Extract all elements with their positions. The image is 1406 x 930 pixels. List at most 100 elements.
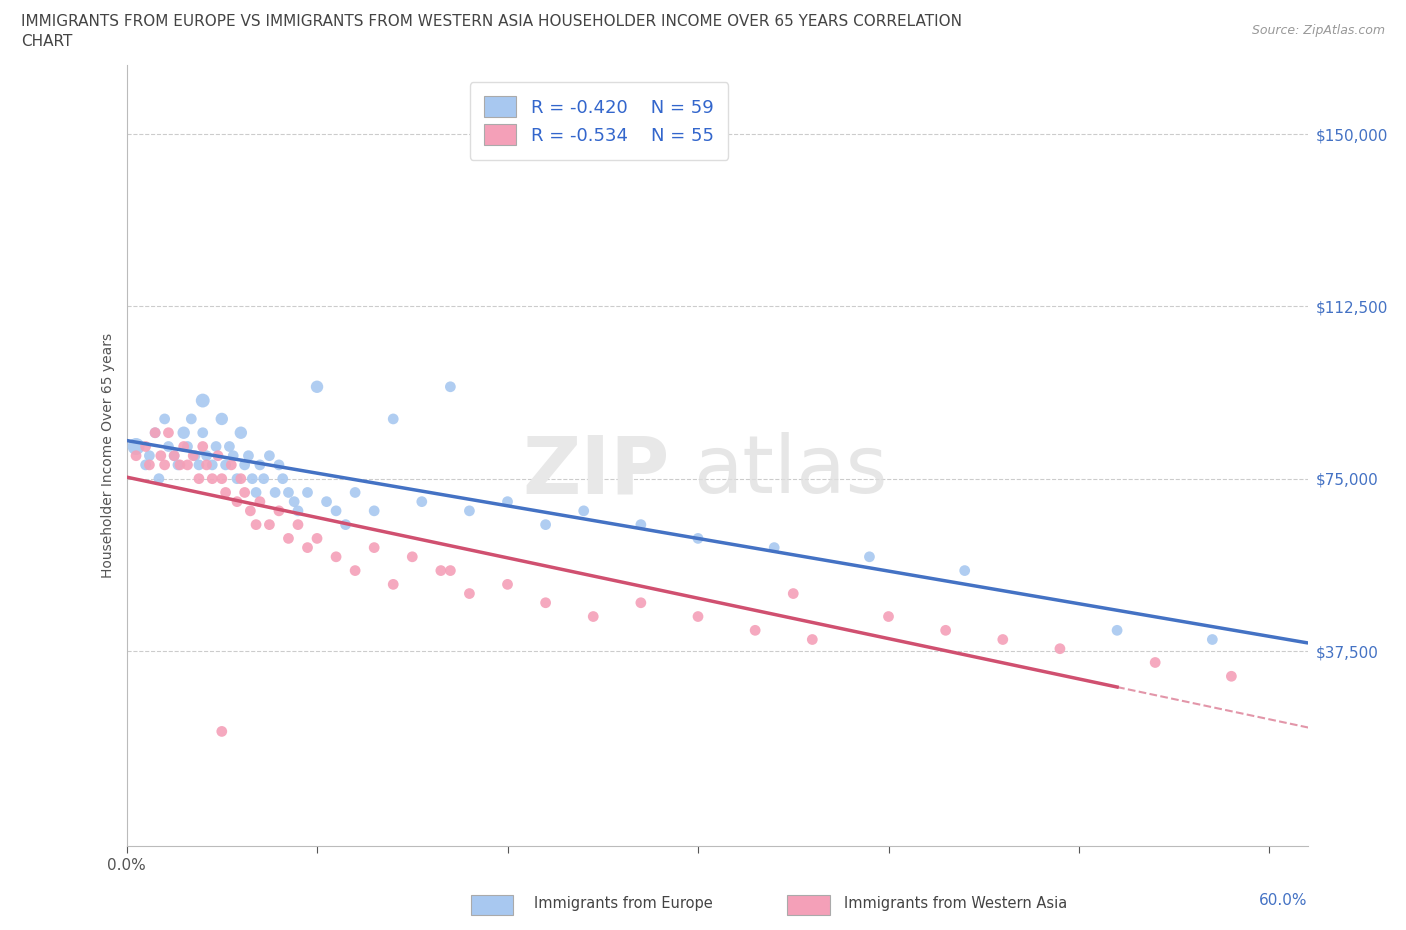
Point [496, 494, 519, 509]
Point [245, 485, 267, 500]
Point [245, 517, 267, 532]
Point [218, 439, 240, 454]
Point [382, 411, 405, 426]
Point [1049, 642, 1071, 657]
Point [496, 577, 519, 591]
Point [305, 531, 328, 546]
Point [222, 448, 245, 463]
Point [1220, 669, 1243, 684]
Point [157, 439, 180, 454]
Point [125, 439, 148, 454]
Point [271, 472, 294, 486]
Point [211, 724, 233, 738]
Point [169, 458, 191, 472]
Legend: R = -0.420    N = 59, R = -0.534    N = 55: R = -0.420 N = 59, R = -0.534 N = 55 [470, 82, 728, 160]
Point [283, 494, 305, 509]
Point [1144, 655, 1167, 670]
Point [135, 458, 157, 472]
Point [277, 531, 299, 546]
Point [305, 379, 328, 394]
Point [176, 439, 198, 454]
Point [214, 485, 236, 500]
Point [226, 472, 249, 486]
Point [176, 458, 198, 472]
Point [195, 458, 218, 472]
Point [125, 448, 148, 463]
Point [858, 550, 880, 565]
Point [143, 425, 166, 440]
Point [344, 564, 367, 578]
Point [191, 439, 214, 454]
Point [173, 439, 195, 454]
Point [411, 494, 433, 509]
Point [253, 472, 276, 486]
Point [572, 503, 595, 518]
Point [458, 586, 481, 601]
Point [167, 458, 190, 472]
Point [153, 458, 176, 472]
Point [135, 439, 157, 454]
Point [149, 448, 172, 463]
Point [877, 609, 900, 624]
Point [744, 623, 766, 638]
Point [207, 448, 229, 463]
Point [249, 458, 271, 472]
Point [195, 448, 218, 463]
Point [315, 494, 337, 509]
Point [184, 448, 207, 463]
Point [249, 494, 271, 509]
Point [325, 550, 347, 565]
Point [439, 379, 461, 394]
Text: atlas: atlas [693, 432, 887, 511]
Text: 60.0%: 60.0% [1260, 893, 1308, 909]
Point [534, 595, 557, 610]
Point [686, 531, 709, 546]
Point [297, 540, 319, 555]
Point [153, 411, 176, 426]
Point [344, 485, 367, 500]
Point [763, 540, 786, 555]
Point [201, 472, 224, 486]
Point [363, 540, 385, 555]
Point [267, 458, 290, 472]
Point [163, 448, 186, 463]
Point [401, 550, 423, 565]
Point [239, 503, 262, 518]
Point [238, 448, 260, 463]
Point [430, 564, 453, 578]
Point [264, 485, 287, 500]
Point [297, 485, 319, 500]
Text: Source: ZipAtlas.com: Source: ZipAtlas.com [1251, 24, 1385, 37]
Point [287, 503, 309, 518]
Point [325, 503, 347, 518]
Point [180, 411, 202, 426]
Text: Immigrants from Europe: Immigrants from Europe [534, 897, 713, 911]
Point [630, 517, 652, 532]
Point [630, 595, 652, 610]
Point [686, 609, 709, 624]
Point [267, 503, 290, 518]
Point [138, 448, 160, 463]
Point [259, 448, 281, 463]
Point [163, 448, 186, 463]
Point [335, 517, 357, 532]
Point [148, 472, 170, 486]
Point [953, 564, 976, 578]
Text: Immigrants from Western Asia: Immigrants from Western Asia [844, 897, 1067, 911]
Point [801, 632, 824, 647]
Point [187, 458, 209, 472]
Point [229, 425, 252, 440]
Point [187, 472, 209, 486]
Point [181, 448, 204, 463]
Point [1107, 623, 1129, 638]
Point [221, 458, 243, 472]
Point [233, 458, 256, 472]
Text: CHART: CHART [21, 34, 73, 49]
Point [582, 609, 605, 624]
Point [201, 458, 224, 472]
Y-axis label: Householder Income Over 65 years: Householder Income Over 65 years [101, 333, 115, 578]
Point [226, 494, 249, 509]
Point [935, 623, 957, 638]
Point [233, 485, 256, 500]
Point [439, 564, 461, 578]
